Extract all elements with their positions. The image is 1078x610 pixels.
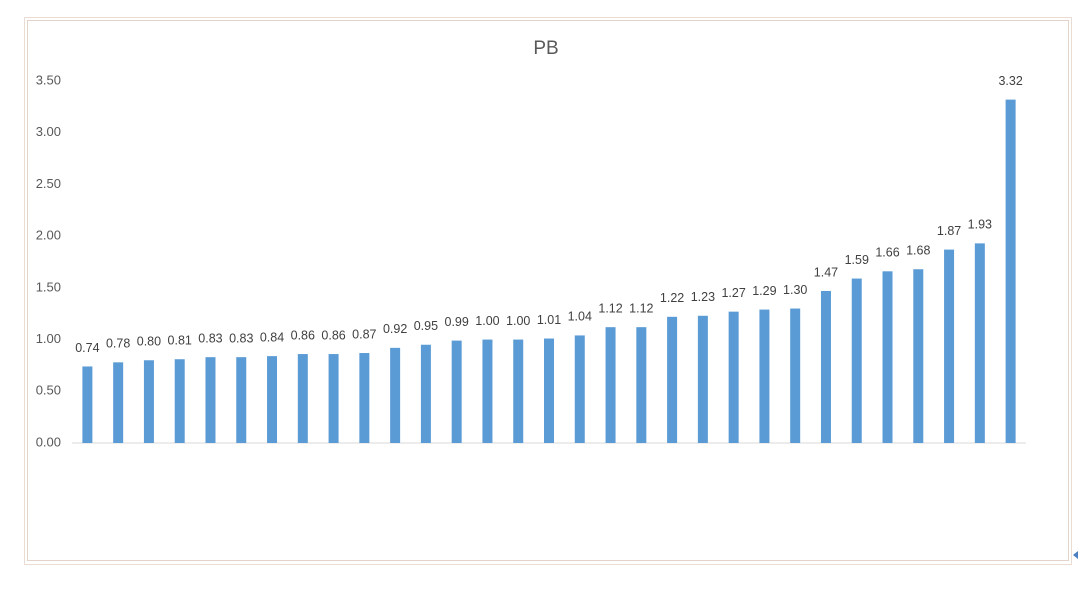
bar <box>882 271 893 443</box>
y-tick-label: 0.00 <box>36 434 61 449</box>
value-label: 0.92 <box>383 322 407 336</box>
value-label: 1.23 <box>691 290 715 304</box>
chart-border <box>27 20 1069 561</box>
y-tick-label: 3.50 <box>36 72 61 87</box>
value-label: 1.87 <box>937 224 961 238</box>
value-label: 0.86 <box>291 328 315 342</box>
bar <box>697 315 708 443</box>
value-label: 1.00 <box>506 314 530 328</box>
bar <box>451 340 462 443</box>
bar <box>267 356 278 443</box>
value-label: 1.12 <box>598 301 622 315</box>
value-label: 0.80 <box>137 335 161 349</box>
bar <box>143 360 154 443</box>
y-tick-label: 2.50 <box>36 176 61 191</box>
value-label: 1.47 <box>814 265 838 279</box>
bar <box>974 243 985 443</box>
bar <box>82 366 93 443</box>
bar <box>913 269 924 443</box>
bar <box>605 327 616 443</box>
y-tick-label: 2.00 <box>36 228 61 243</box>
bar <box>728 311 739 443</box>
bar <box>513 339 524 443</box>
bar <box>636 327 647 443</box>
value-label: 0.83 <box>229 331 253 345</box>
value-label: 1.27 <box>721 286 745 300</box>
y-tick-label: 1.50 <box>36 279 61 294</box>
resize-handle <box>1073 551 1078 559</box>
bar <box>236 357 247 443</box>
bar <box>851 278 862 443</box>
value-label: 0.95 <box>414 319 438 333</box>
bar <box>420 344 431 443</box>
bar <box>759 309 770 443</box>
value-label: 0.99 <box>445 315 469 329</box>
value-label: 1.12 <box>629 301 653 315</box>
value-label: 1.68 <box>906 244 930 258</box>
chart-title: PB <box>533 38 558 59</box>
bar <box>328 354 339 443</box>
bar <box>667 316 678 443</box>
value-label: 1.01 <box>537 313 561 327</box>
bar <box>113 362 124 443</box>
value-label: 1.04 <box>568 310 592 324</box>
value-label: 1.66 <box>875 246 899 260</box>
bar <box>790 308 801 443</box>
value-label: 3.32 <box>998 74 1022 88</box>
bar <box>297 354 308 443</box>
bar <box>574 335 585 443</box>
y-tick-label: 3.00 <box>36 124 61 139</box>
value-label: 1.00 <box>475 314 499 328</box>
bar <box>482 339 493 443</box>
value-label: 0.84 <box>260 330 284 344</box>
value-label: 1.22 <box>660 291 684 305</box>
bar <box>174 359 185 443</box>
value-label: 0.81 <box>168 334 192 348</box>
bar <box>820 290 831 443</box>
bar <box>1005 99 1016 444</box>
value-label: 0.86 <box>321 328 345 342</box>
y-tick-label: 1.00 <box>36 331 61 346</box>
value-label: 0.74 <box>75 341 99 355</box>
value-label: 0.87 <box>352 327 376 341</box>
bar <box>944 249 955 443</box>
value-label: 1.59 <box>845 253 869 267</box>
bar <box>359 353 370 443</box>
value-label: 1.30 <box>783 283 807 297</box>
y-tick-label: 0.50 <box>36 383 61 398</box>
bar <box>205 357 216 443</box>
chart-border-outer <box>24 17 1072 565</box>
value-label: 0.83 <box>198 331 222 345</box>
value-label: 1.93 <box>968 218 992 232</box>
bar <box>544 338 554 443</box>
bar <box>390 347 401 443</box>
value-label: 0.78 <box>106 337 130 351</box>
value-label: 1.29 <box>752 284 776 298</box>
